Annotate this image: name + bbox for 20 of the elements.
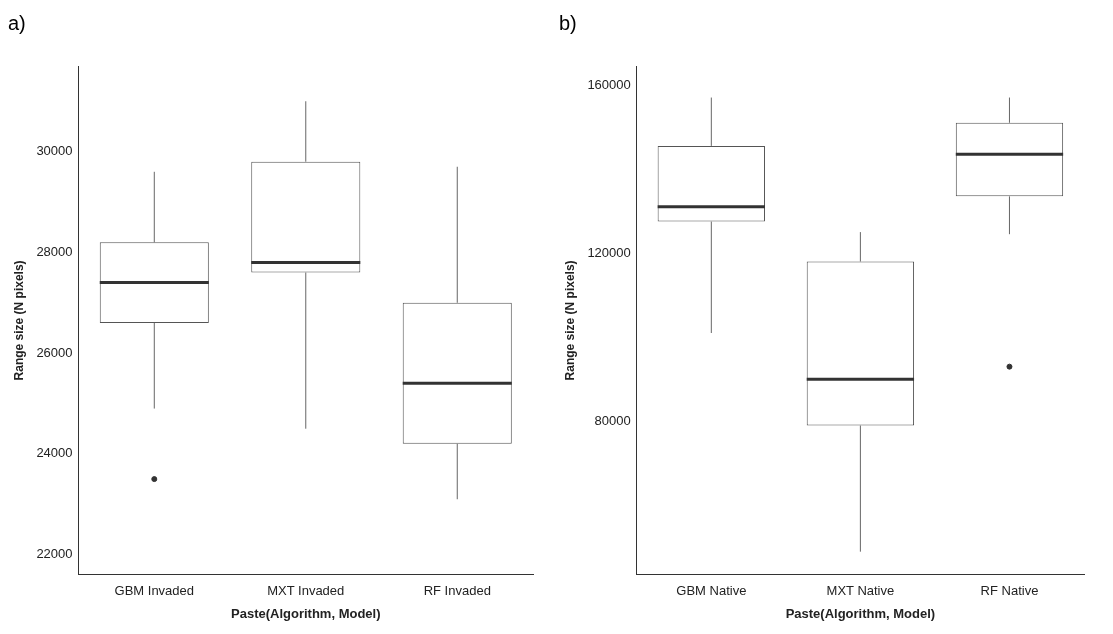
- x-axis-title: Paste(Algorithm, Model): [785, 605, 936, 621]
- y-axis-title: Range size (N pixels): [562, 260, 577, 381]
- y-tick-label: 80000: [594, 412, 631, 428]
- y-tick-label: 26000: [36, 344, 73, 360]
- chart-title: b): [559, 11, 577, 34]
- x-tick-label: GBM Invaded: [114, 583, 195, 599]
- y-tick-label: 120000: [587, 244, 631, 260]
- x-tick-label: MXT Invaded: [267, 583, 345, 599]
- y-tick-label: 30000: [36, 143, 73, 159]
- y-tick-label: 24000: [36, 445, 73, 461]
- y-tick-label: 28000: [36, 243, 73, 259]
- y-axis-title: Range size (N pixels): [11, 260, 26, 381]
- x-tick-label: RF Native: [980, 583, 1039, 599]
- x-tick-label: GBM Native: [676, 583, 747, 599]
- x-tick-label: RF Invaded: [423, 583, 491, 599]
- x-axis-title: Paste(Algorithm, Model): [231, 605, 381, 621]
- y-tick-label: 22000: [36, 546, 73, 562]
- chart-title: a): [8, 11, 26, 34]
- x-tick-label: MXT Native: [826, 583, 895, 599]
- y-tick-label: 160000: [587, 76, 631, 92]
